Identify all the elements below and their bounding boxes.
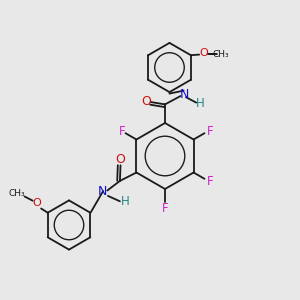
Text: O: O (141, 94, 151, 108)
Text: F: F (207, 125, 213, 138)
Text: F: F (118, 125, 125, 138)
Text: N: N (180, 88, 190, 101)
Text: O: O (115, 153, 125, 166)
Text: O: O (32, 198, 41, 208)
Text: N: N (98, 185, 107, 198)
Text: F: F (207, 175, 213, 188)
Text: O: O (199, 48, 208, 59)
Text: F: F (162, 202, 168, 215)
Text: CH₃: CH₃ (212, 50, 229, 59)
Text: CH₃: CH₃ (8, 189, 25, 198)
Text: H: H (196, 97, 205, 110)
Text: H: H (121, 195, 130, 208)
